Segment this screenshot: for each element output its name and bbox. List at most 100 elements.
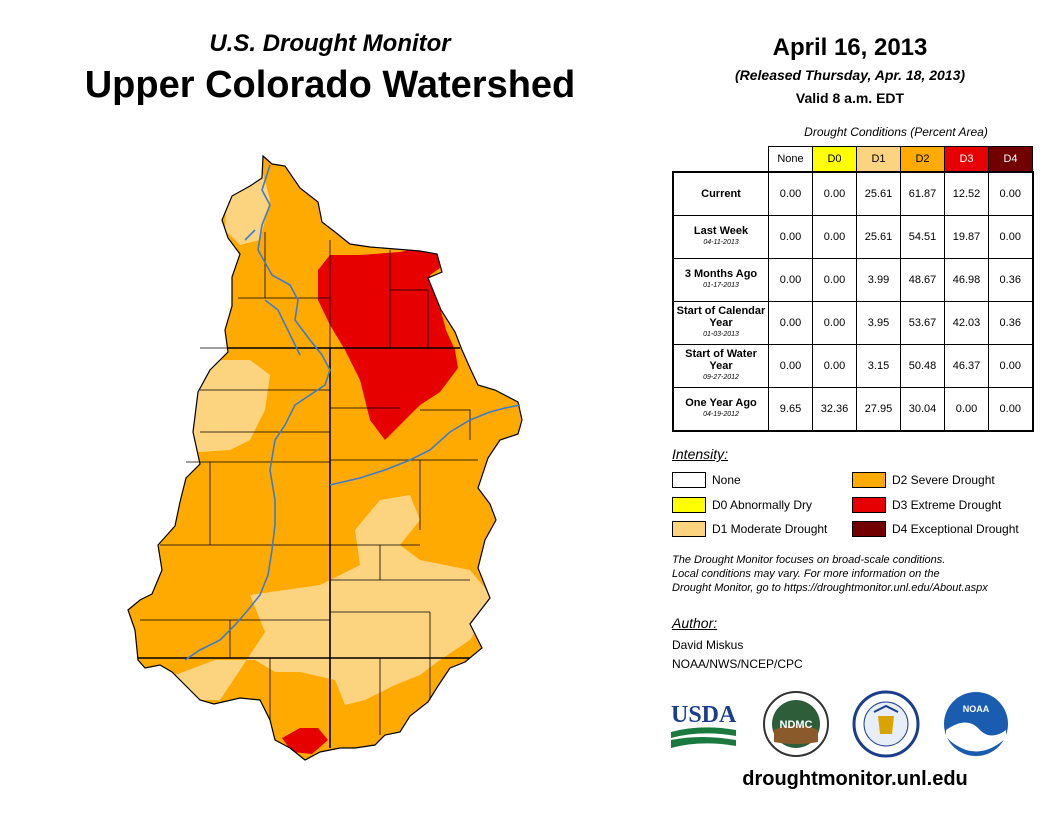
note-line: Local conditions may vary. For more info… — [672, 568, 940, 580]
noaa-logo-text: NOAA — [963, 704, 990, 714]
note-line: Drought Monitor, go to https://droughtmo… — [672, 582, 988, 594]
state-lines — [138, 347, 470, 748]
table-cell: 0.00 — [812, 301, 857, 345]
table-cell: 3.15 — [856, 344, 901, 388]
col-header: D0 — [812, 146, 857, 173]
table-cell: 0.00 — [944, 387, 989, 432]
usda-logo-swoosh — [671, 727, 736, 738]
commerce-seal-shield — [878, 716, 894, 734]
table-cell: 0.00 — [988, 387, 1034, 432]
table-row: Current 0.00 0.00 25.61 61.87 12.52 0.00 — [672, 171, 1034, 216]
legend-item-d2: D2 Severe Drought — [852, 472, 995, 488]
legend-swatch — [852, 521, 886, 537]
legend-item-d1: D1 Moderate Drought — [672, 521, 827, 537]
drought-map — [127, 154, 523, 761]
table-cell: 0.00 — [988, 171, 1034, 216]
author-organization: NOAA/NWS/NCEP/CPC — [672, 657, 803, 671]
legend-label: None — [712, 473, 741, 487]
map-date: April 16, 2013 — [772, 34, 928, 61]
usda-logo-text: USDA — [671, 702, 737, 728]
table-row: One Year Ago 04-19-2012 9.65 32.36 27.95 … — [672, 387, 1034, 432]
legend-label: D1 Moderate Drought — [712, 522, 828, 536]
commerce-seal-logo — [852, 690, 920, 758]
table-cell: 42.03 — [944, 301, 989, 345]
commerce-seal-eagle — [873, 704, 899, 713]
d3-area-southwest — [282, 728, 328, 754]
table-cell: 30.04 — [900, 387, 945, 432]
row-label-text: Last Week — [693, 225, 749, 237]
table-cell: 0.00 — [768, 344, 813, 388]
table-cell: 54.51 — [900, 215, 945, 259]
table-cell: 46.37 — [944, 344, 989, 388]
table-cell: 0.00 — [812, 344, 857, 388]
valid-time: Valid 8 a.m. EDT — [795, 90, 905, 106]
col-header: D1 — [856, 146, 901, 173]
ndmc-logo-text: NDMC — [780, 719, 813, 731]
noaa-logo-bird — [946, 722, 1006, 752]
conditions-table: None D0 D1 D2 D3 D4 Current 0.00 0.00 25… — [672, 146, 1034, 432]
table-cell: 3.99 — [856, 258, 901, 302]
table-corner — [673, 147, 769, 173]
row-label: One Year Ago 04-19-2012 — [672, 387, 769, 432]
basin-outline — [127, 154, 523, 761]
legend-swatch — [672, 472, 706, 488]
table-cell: 0.00 — [812, 258, 857, 302]
author-name: David Miskus — [672, 638, 744, 652]
usda-logo: USDA — [671, 702, 737, 748]
table-cell: 50.48 — [900, 344, 945, 388]
row-label-date: 04-11-2013 — [703, 239, 739, 246]
map-title: Upper Colorado Watershed — [84, 64, 576, 106]
table-cell: 0.00 — [988, 215, 1034, 259]
table-cell: 12.52 — [944, 171, 989, 216]
row-label-text: Start of Water Year — [685, 348, 757, 372]
table-cell: 46.98 — [944, 258, 989, 302]
ndmc-logo: NDMC — [763, 691, 829, 757]
table-cell: 25.61 — [856, 171, 901, 216]
agency-logos: USDA NDMC NOAA — [671, 690, 1008, 758]
legend-item-d3: D3 Extreme Drought — [852, 497, 1001, 513]
legend-label: D0 Abnormally Dry — [712, 498, 813, 512]
legend-label: D3 Extreme Drought — [892, 498, 1002, 512]
legend-item-d4: D4 Exceptional Drought — [852, 521, 1019, 537]
col-header: D4 — [988, 146, 1033, 173]
site-url[interactable]: droughtmonitor.unl.edu — [742, 768, 968, 790]
conditions-caption: Drought Conditions (Percent Area) — [804, 125, 988, 139]
col-header: D3 — [944, 146, 989, 173]
table-row: Start of Calendar Year 01-03-2013 0.00 0.… — [672, 301, 1034, 345]
table-row: Start of Water Year 09-27-2012 0.00 0.00 … — [672, 344, 1034, 388]
legend-label: D4 Exceptional Drought — [892, 522, 1019, 536]
ndmc-logo-ground — [774, 725, 818, 744]
d1-area-south — [175, 495, 495, 705]
row-label-date: 01-03-2013 — [703, 331, 739, 338]
table-cell: 0.00 — [812, 171, 857, 216]
row-label: 3 Months Ago 01-17-2013 — [672, 258, 769, 302]
table-cell: 19.87 — [944, 215, 989, 259]
table-cell: 48.67 — [900, 258, 945, 302]
row-label-date: 09-27-2012 — [703, 374, 739, 381]
table-cell: 32.36 — [812, 387, 857, 432]
noaa-logo: NOAA — [944, 692, 1008, 756]
note-line: The Drought Monitor focuses on broad-sca… — [672, 554, 946, 566]
legend-swatch — [852, 497, 886, 513]
release-date: (Released Thursday, Apr. 18, 2013) — [734, 67, 966, 83]
usda-logo-swoosh — [671, 737, 736, 748]
table-cell: 0.00 — [768, 215, 813, 259]
legend-swatch — [672, 497, 706, 513]
row-label-text: 3 Months Ago — [684, 268, 758, 280]
table-cell: 27.95 — [856, 387, 901, 432]
d1-area-west — [185, 360, 270, 452]
table-cell: 3.95 — [856, 301, 901, 345]
legend-item-d0: D0 Abnormally Dry — [672, 497, 812, 513]
row-label: Current — [672, 171, 769, 216]
row-label-date: 04-19-2012 — [703, 411, 739, 418]
d3-area-north — [318, 248, 458, 440]
row-label-text: Current — [701, 188, 741, 200]
row-label: Start of Water Year 09-27-2012 — [672, 344, 769, 388]
row-label-date: 01-17-2013 — [703, 282, 739, 289]
col-header: D2 — [900, 146, 945, 173]
table-cell: 0.00 — [812, 215, 857, 259]
legend-swatch — [852, 472, 886, 488]
legend-title: Intensity: — [672, 446, 729, 462]
table-cell: 25.61 — [856, 215, 901, 259]
disclaimer-note: The Drought Monitor focuses on broad-sca… — [672, 553, 1042, 595]
